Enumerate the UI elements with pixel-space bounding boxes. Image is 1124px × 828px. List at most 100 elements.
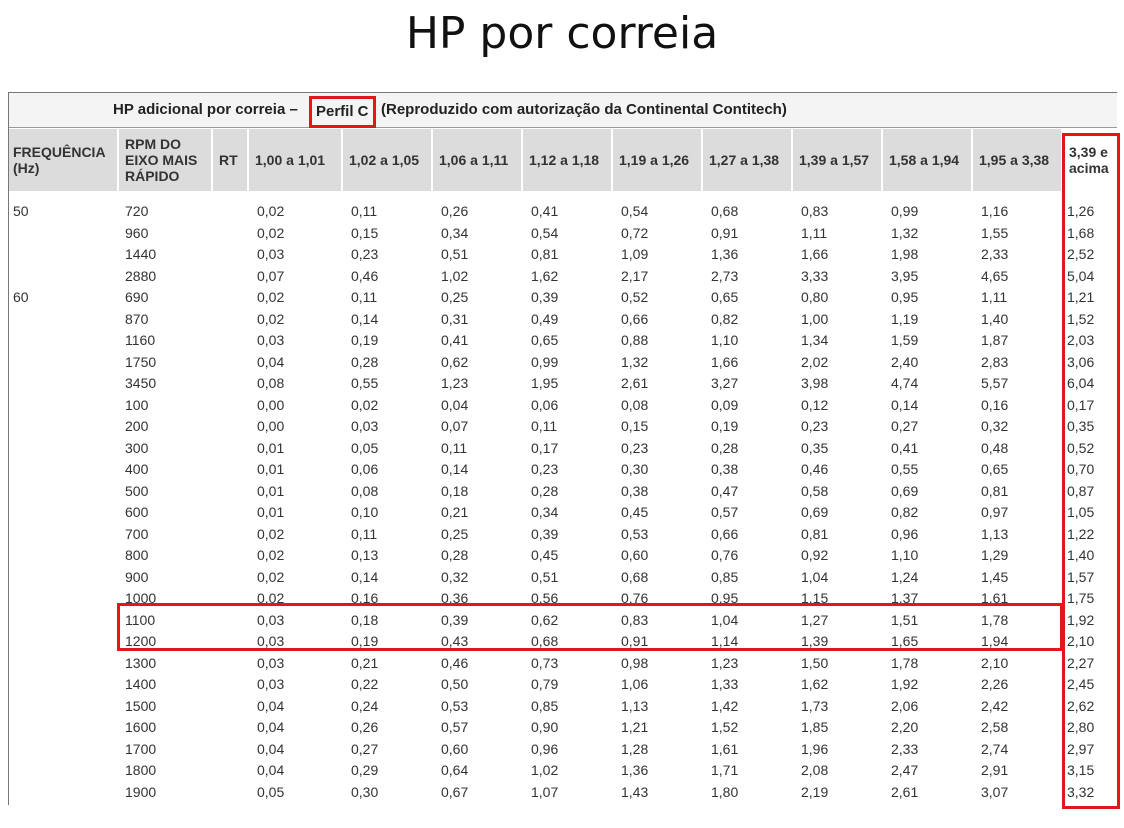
cell-value: 0,45 (531, 547, 559, 563)
cell-value: 0,82 (711, 310, 739, 327)
caption-profile-highlight: Perfil C (309, 96, 376, 128)
cell-value: 3,06 (1067, 353, 1095, 370)
cell-value: 0,15 (351, 224, 379, 241)
cell-value: 0,32 (441, 568, 469, 585)
cell-value: 0,97 (981, 504, 1009, 520)
cell-value: 0,04 (441, 396, 469, 413)
cell-rpm: 1200 (125, 633, 157, 649)
cell-value: 0,69 (891, 482, 919, 499)
cell-value: 0,02 (257, 224, 285, 241)
table-row: 1500 0,04 0,24 0,53 0,85 1,13 1,42 1,73 2,06 2,42… (9, 696, 1117, 718)
cell-value: 0,01 (257, 504, 285, 520)
cell-value: 0,04 (257, 353, 285, 370)
cell-rpm: 300 (125, 439, 149, 456)
cell-value: 0,11 (351, 525, 378, 542)
table-row: 1800 0,04 0,29 0,64 1,02 1,36 1,71 2,08 2,47 2,91… (9, 760, 1117, 782)
table-row: 1440 0,03 0,23 0,51 0,81 1,09 1,36 1,66 1,98 2,33… (9, 244, 1117, 266)
cell-value: 0,26 (441, 203, 469, 219)
cell-value: 0,52 (621, 289, 649, 305)
cell-value: 0,34 (531, 504, 559, 520)
cell-value: 0,08 (621, 396, 649, 413)
cell-rpm: 1500 (125, 697, 157, 714)
cell-value: 0,91 (621, 633, 649, 649)
table-header: FREQUÊNCIA (Hz) RPM DO EIXO MAIS RÁPIDO RT 1,0… (9, 129, 1117, 191)
cell-rpm: 1000 (125, 590, 157, 606)
cell-value: 0,38 (711, 461, 739, 477)
cell-value: 0,67 (441, 783, 469, 800)
cell-value: 0,81 (531, 246, 559, 262)
cell-value: 1,95 (531, 375, 559, 391)
table-row: 1200 0,03 0,19 0,43 0,68 0,91 1,14 1,39 1,65 1,94… (9, 631, 1117, 653)
cell-value: 1,02 (531, 762, 559, 778)
cell-value: 2,42 (981, 697, 1009, 714)
cell-rpm: 100 (125, 396, 149, 413)
cell-value: 0,79 (531, 676, 559, 692)
table-row: 500 0,01 0,08 0,18 0,28 0,38 0,47 0,58 0,69 0,81 0… (9, 481, 1117, 503)
cell-value: 1,06 (621, 676, 649, 692)
cell-value: 1,78 (891, 654, 919, 671)
cell-value: 0,00 (257, 396, 285, 413)
cell-value: 1,34 (801, 332, 829, 348)
header-ratio-range: 1,95 a 3,38 (973, 129, 1061, 191)
cell-value: 2,58 (981, 719, 1009, 735)
cell-value: 2,74 (981, 740, 1009, 757)
cell-value: 1,55 (981, 224, 1009, 241)
cell-rpm: 1750 (125, 353, 157, 370)
cell-value: 1,28 (621, 740, 649, 757)
cell-value: 1,10 (891, 547, 919, 563)
cell-value: 0,64 (441, 762, 469, 778)
cell-rpm: 600 (125, 504, 149, 520)
cell-value: 2,19 (801, 783, 829, 800)
cell-value: 0,65 (981, 461, 1009, 477)
cell-value: 0,45 (621, 504, 649, 520)
cell-value: 1,73 (801, 697, 829, 714)
cell-value: 0,11 (441, 439, 468, 456)
table-row: 100 0,00 0,02 0,04 0,06 0,08 0,09 0,12 0,14 0,16 0… (9, 395, 1117, 417)
cell-value: 2,47 (891, 762, 919, 778)
cell-value: 1,61 (981, 590, 1009, 606)
cell-value: 0,99 (891, 203, 919, 219)
cell-rpm: 500 (125, 482, 149, 499)
cell-value: 0,29 (351, 762, 379, 778)
cell-value: 0,50 (441, 676, 469, 692)
cell-value: 0,91 (711, 224, 739, 241)
cell-rpm: 1100 (125, 611, 156, 628)
header-ratio-range: 1,27 a 1,38 (703, 129, 791, 191)
cell-value: 2,02 (801, 353, 829, 370)
cell-value: 2,91 (981, 762, 1009, 778)
cell-rpm: 3450 (125, 375, 157, 391)
cell-value: 0,60 (441, 740, 469, 757)
cell-value: 0,68 (531, 633, 559, 649)
cell-value: 0,27 (891, 418, 919, 434)
hp-table: HP adicional por correia – Perfil C (Rep… (8, 92, 1120, 809)
cell-value: 0,18 (441, 482, 469, 499)
cell-value: 0,12 (801, 396, 829, 413)
cell-value: 0,66 (621, 310, 649, 327)
cell-value: 2,08 (801, 762, 829, 778)
cell-value: 1,37 (891, 590, 919, 606)
cell-value: 1,22 (1067, 525, 1095, 542)
cell-value: 2,52 (1067, 246, 1095, 262)
cell-value: 1,52 (1067, 310, 1095, 327)
table-row: 50 720 0,02 0,11 0,26 0,41 0,54 0,68 0,83 0,99 1,1… (9, 201, 1117, 223)
cell-value: 3,07 (981, 783, 1009, 800)
cell-value: 0,76 (711, 547, 739, 563)
table-row: 800 0,02 0,13 0,28 0,45 0,60 0,76 0,92 1,10 1,29 1… (9, 545, 1117, 567)
table-row: 2880 0,07 0,46 1,02 1,62 2,17 2,73 3,33 3,95 4,65… (9, 266, 1117, 288)
cell-value: 0,14 (441, 461, 469, 477)
cell-value: 0,03 (351, 418, 379, 434)
cell-value: 0,38 (621, 482, 649, 499)
cell-value: 1,13 (621, 697, 649, 714)
cell-rpm: 700 (125, 525, 149, 542)
cell-value: 0,23 (531, 461, 559, 477)
cell-value: 1,24 (891, 568, 919, 585)
cell-value: 0,28 (351, 353, 379, 370)
table-caption: HP adicional por correia – Perfil C (Rep… (9, 93, 1117, 128)
table-row: 600 0,01 0,10 0,21 0,34 0,45 0,57 0,69 0,82 0,97 1… (9, 502, 1117, 524)
cell-value: 0,21 (351, 654, 379, 671)
cell-value: 0,57 (711, 504, 739, 520)
cell-value: 1,52 (711, 719, 739, 735)
header-last-range-line: acima (1069, 160, 1109, 176)
cell-value: 1,16 (981, 203, 1009, 219)
cell-value: 2,83 (981, 353, 1009, 370)
